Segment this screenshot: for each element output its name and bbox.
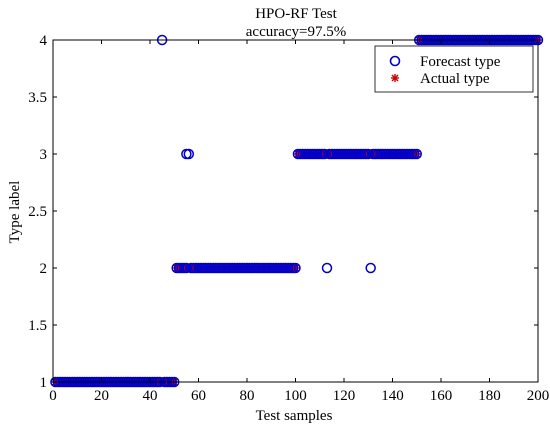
x-tick-label: 80 (240, 388, 255, 404)
x-tick-label: 180 (478, 388, 501, 404)
x-tick-label: 40 (143, 388, 158, 404)
chart-title: HPO-RF Test (255, 6, 337, 22)
y-tick-label: 2.5 (28, 204, 47, 220)
x-tick-label: 0 (49, 388, 57, 404)
chart-subtitle: accuracy=97.5% (246, 24, 347, 40)
legend-forecast-label: Forecast type (420, 54, 501, 70)
legend-box (374, 45, 534, 93)
y-tick-label: 2 (40, 261, 48, 277)
forecast-type-point (183, 148, 195, 160)
y-axis-label: Type label (7, 181, 23, 244)
y-tick-label: 1.5 (28, 318, 47, 334)
y-tick-label: 3 (40, 147, 48, 163)
x-tick-label: 140 (381, 388, 404, 404)
x-tick-label: 200 (527, 388, 550, 404)
legend: Forecast type Actual type (374, 45, 534, 93)
y-tick-label: 3.5 (28, 90, 47, 106)
legend-actual-label: Actual type (420, 71, 490, 87)
forecast-type-point (321, 262, 333, 274)
x-tick-label: 160 (430, 388, 453, 404)
legend-actual-marker (391, 74, 399, 82)
legend-forecast-marker (389, 55, 401, 67)
y-axis-ticks: 1 1.5 2 2.5 3 3.5 4 (28, 33, 538, 391)
x-tick-label: 60 (191, 388, 206, 404)
y-tick-label: 4 (40, 33, 48, 49)
x-axis-label: Test samples (256, 408, 333, 424)
x-axis-ticks: 0 20 40 60 80 100 120 140 160 180 200 (49, 40, 549, 404)
forecast-type-point (365, 262, 376, 274)
forecast-type-point (411, 148, 422, 160)
y-tick-label: 1 (40, 375, 48, 391)
x-tick-label: 100 (284, 388, 307, 404)
forecast-type-point (290, 262, 301, 274)
x-tick-label: 20 (94, 388, 109, 404)
x-tick-label: 120 (333, 388, 356, 404)
